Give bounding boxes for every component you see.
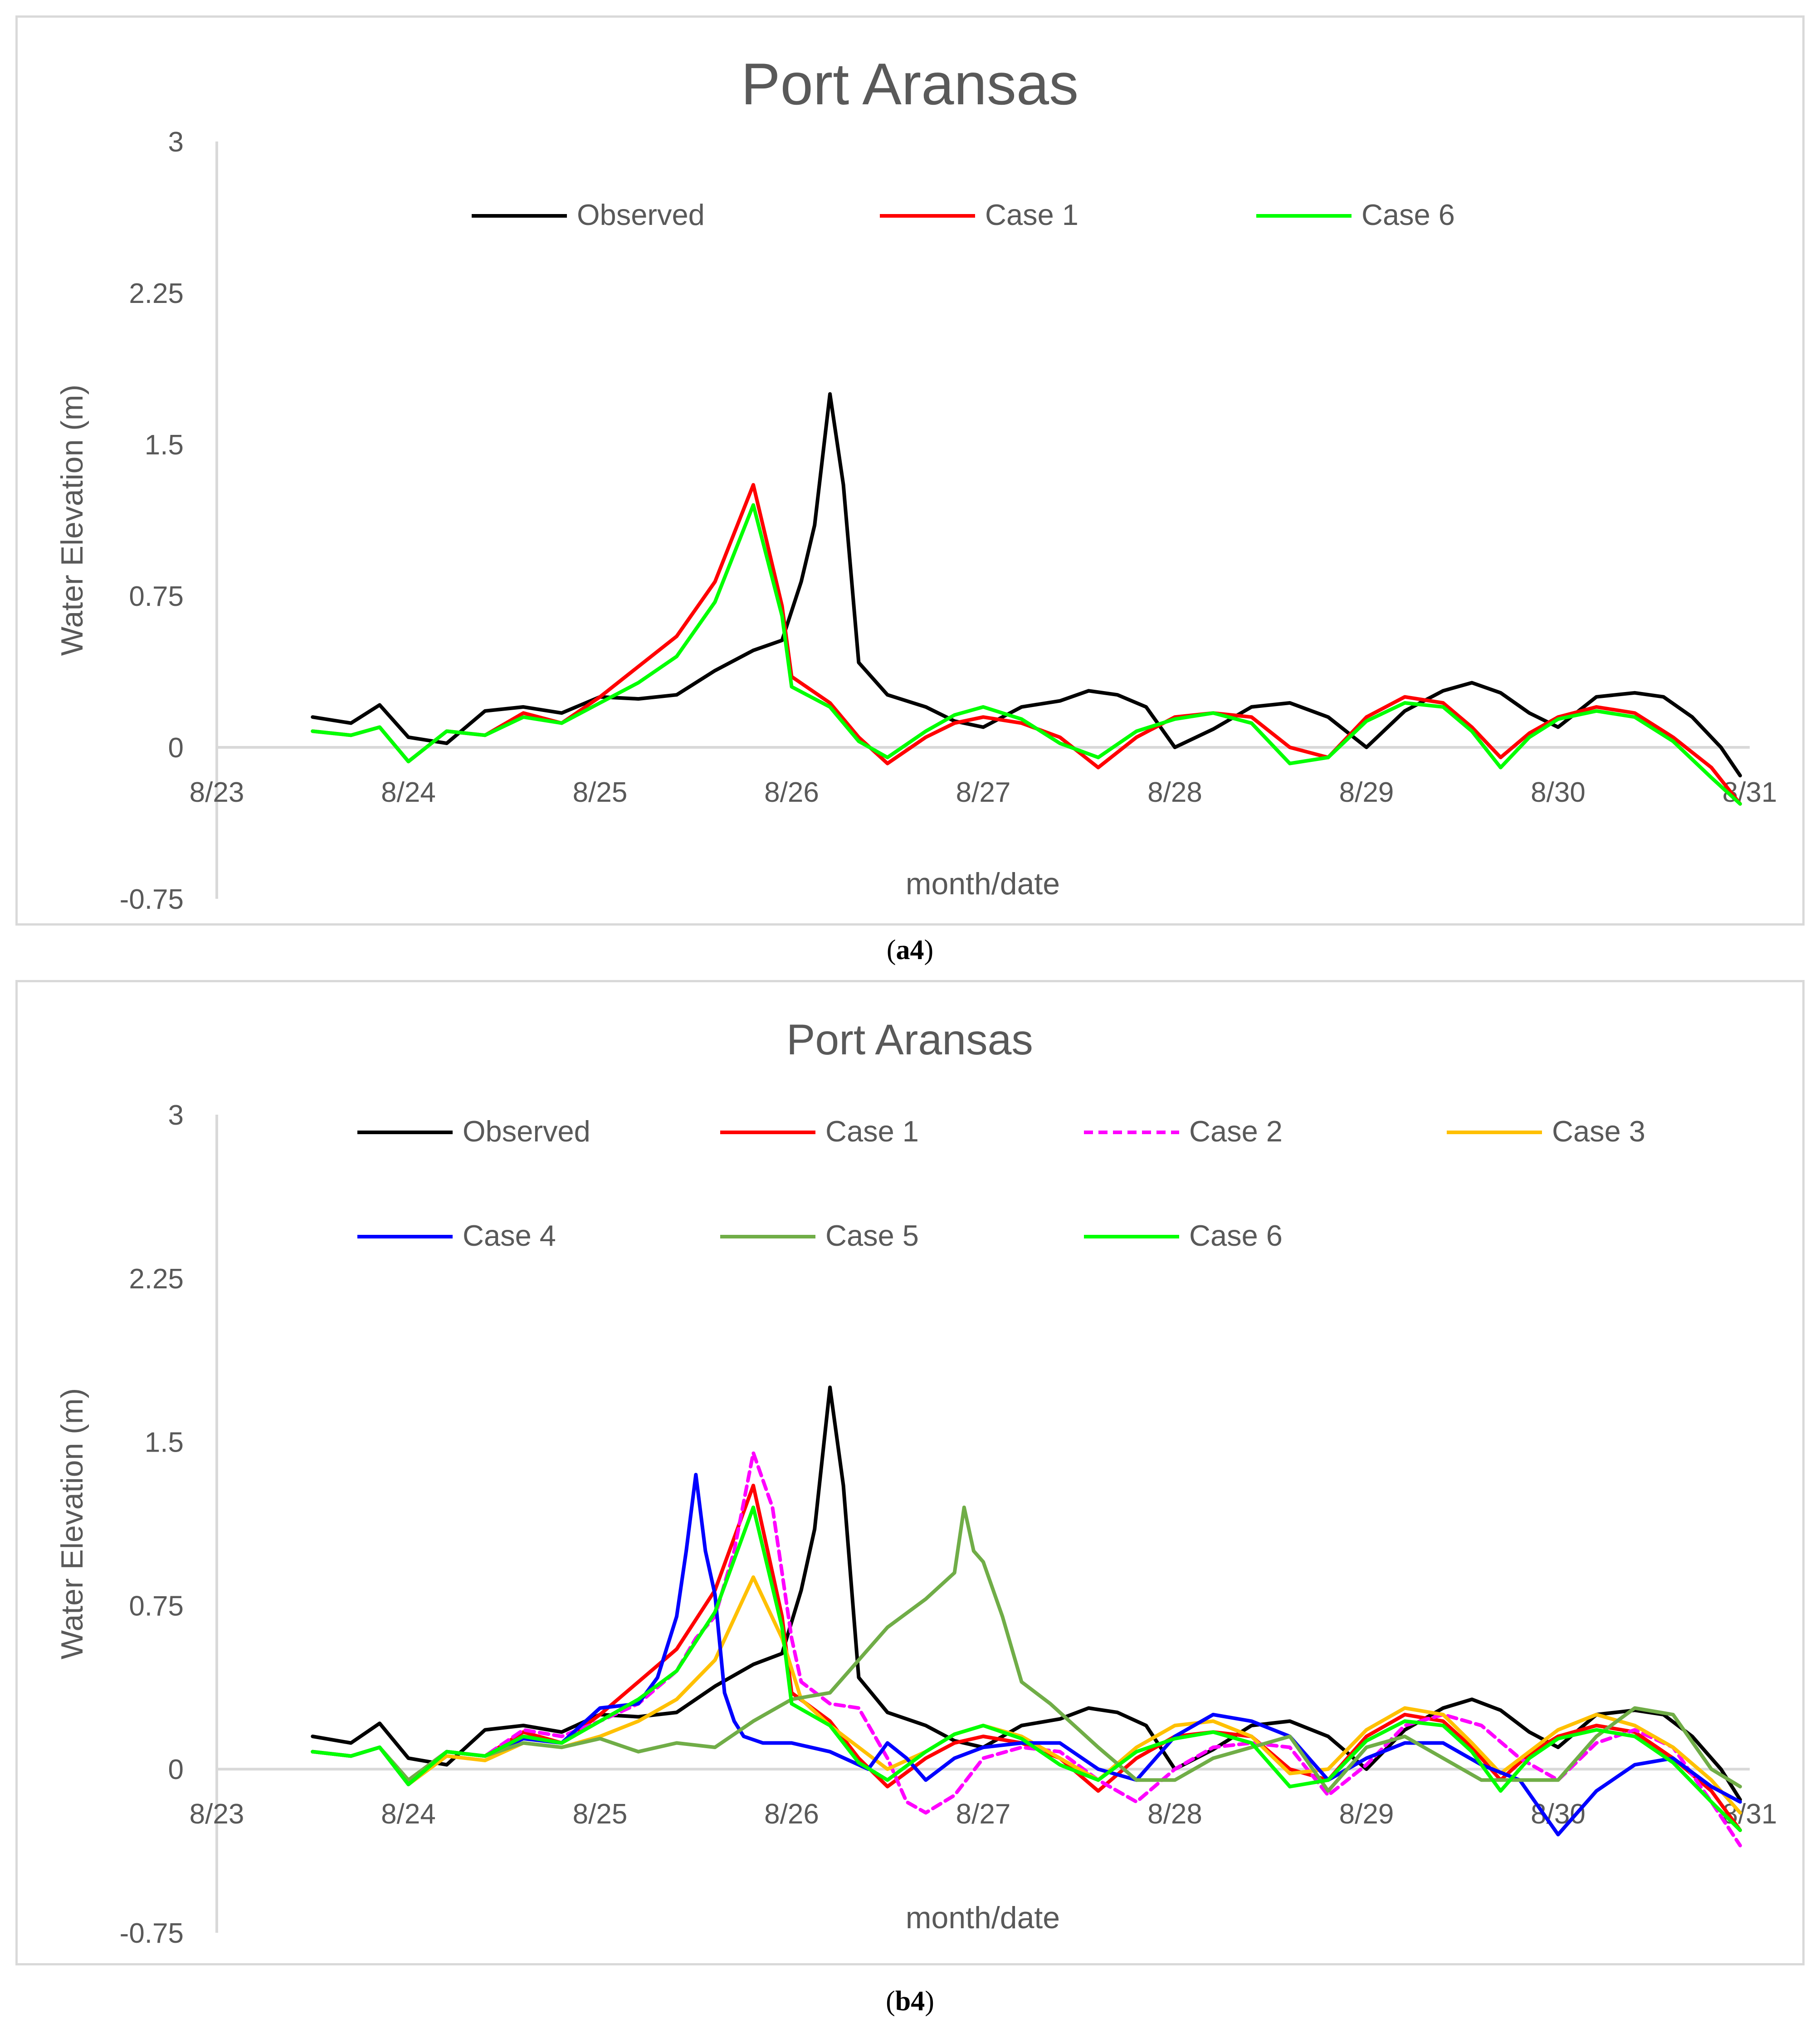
series-line-case6-b4 bbox=[311, 1505, 1742, 1832]
series-line-case2-b4 bbox=[311, 1451, 1742, 1848]
y-tick-label-a4: 0 bbox=[168, 732, 184, 764]
legend-label-case5-b4: Case 5 bbox=[825, 1219, 919, 1252]
x-tick-label-a4: 8/29 bbox=[1339, 777, 1394, 808]
x-tick-label-b4: 8/24 bbox=[381, 1799, 436, 1830]
x-tick-label-b4: 8/28 bbox=[1147, 1799, 1202, 1830]
legend-label-case2-b4: Case 2 bbox=[1189, 1115, 1283, 1148]
legend-label-case6-a4: Case 6 bbox=[1361, 198, 1455, 231]
legend-label-case1-a4: Case 1 bbox=[985, 198, 1078, 231]
x-tick-label-a4: 8/25 bbox=[573, 777, 628, 808]
y-tick-label-b4: 0.75 bbox=[129, 1590, 184, 1622]
legend-label-case4-b4: Case 4 bbox=[463, 1219, 556, 1252]
x-tick-label-b4: 8/23 bbox=[190, 1799, 244, 1830]
caption-a4: (a4) bbox=[886, 935, 934, 965]
y-tick-label-b4: 0 bbox=[168, 1754, 184, 1785]
x-tick-label-b4: 8/25 bbox=[573, 1799, 628, 1830]
x-axis-title-b4: month/date bbox=[906, 1901, 1060, 1935]
series-line-case6-a4 bbox=[311, 503, 1742, 806]
y-tick-label-a4: 3 bbox=[168, 127, 184, 158]
y-tick-label-a4: 2.25 bbox=[129, 278, 184, 309]
caption-b4: (b4) bbox=[886, 1986, 934, 2017]
x-tick-label-a4: 8/28 bbox=[1147, 777, 1202, 808]
y-tick-label-b4: 3 bbox=[168, 1100, 184, 1131]
legend-label-case1-b4: Case 1 bbox=[825, 1115, 919, 1148]
y-tick-label-a4: 0.75 bbox=[129, 581, 184, 612]
chart-title-a4: Port Aransas bbox=[741, 51, 1078, 117]
series-line-case3-b4 bbox=[311, 1575, 1742, 1815]
series-line-case4-b4 bbox=[311, 1472, 1742, 1837]
chart-panel-a4 bbox=[15, 15, 1805, 926]
x-tick-label-a4: 8/26 bbox=[764, 777, 819, 808]
legend-label-observed-b4: Observed bbox=[463, 1115, 590, 1148]
y-tick-label-b4: 1.5 bbox=[145, 1427, 184, 1458]
legend-label-case3-b4: Case 3 bbox=[1552, 1115, 1645, 1148]
x-tick-label-b4: 8/29 bbox=[1339, 1799, 1394, 1830]
series-line-case1-a4 bbox=[311, 483, 1742, 806]
y-tick-label-a4: -0.75 bbox=[120, 884, 184, 915]
chart-panel-b4 bbox=[15, 980, 1805, 1965]
x-tick-label-a4: 8/27 bbox=[956, 777, 1011, 808]
x-tick-label-a4: 8/23 bbox=[190, 777, 244, 808]
series-line-observed-a4 bbox=[311, 392, 1742, 778]
y-tick-label-b4: -0.75 bbox=[120, 1918, 184, 1949]
chart-title-b4: Port Aransas bbox=[786, 1016, 1033, 1064]
caption-a4-label: a4 bbox=[896, 935, 924, 965]
y-axis-title-b4: Water Elevation (m) bbox=[55, 1388, 89, 1659]
legend-label-case6-b4: Case 6 bbox=[1189, 1219, 1283, 1252]
caption-b4-label: b4 bbox=[895, 1986, 925, 2017]
y-axis-title-a4: Water Elevation (m) bbox=[55, 385, 89, 656]
series-line-case5-b4 bbox=[311, 1505, 1742, 1793]
x-axis-title-a4: month/date bbox=[906, 867, 1060, 901]
x-tick-label-a4: 8/24 bbox=[381, 777, 436, 808]
y-tick-label-a4: 1.5 bbox=[145, 429, 184, 461]
y-tick-label-b4: 2.25 bbox=[129, 1263, 184, 1295]
x-tick-label-a4: 8/30 bbox=[1531, 777, 1586, 808]
x-tick-label-b4: 8/26 bbox=[764, 1799, 819, 1830]
x-tick-label-b4: 8/27 bbox=[956, 1799, 1011, 1830]
legend-label-observed-a4: Observed bbox=[577, 198, 705, 231]
